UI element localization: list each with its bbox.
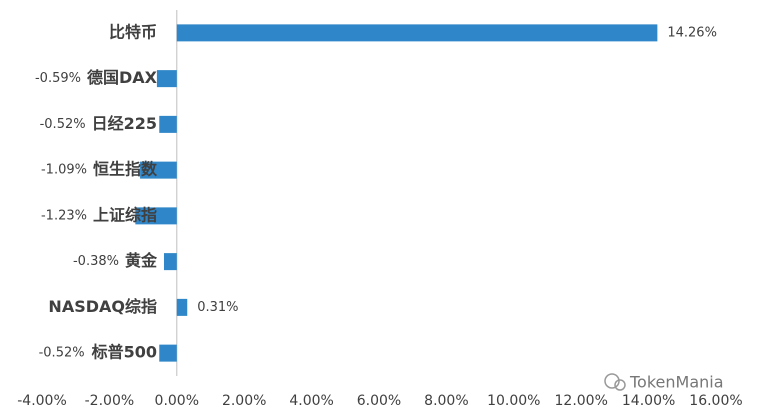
category-label: 日经225 (92, 114, 157, 133)
watermark-icon (604, 373, 620, 389)
bar (163, 253, 177, 271)
x-tick-label: 10.00% (487, 393, 540, 409)
bar (159, 115, 177, 133)
watermark: TokenMania (604, 373, 724, 392)
category-label: 比特币 (109, 22, 157, 41)
value-label: -1.23% (41, 208, 87, 223)
x-tick-label: 4.00% (289, 393, 333, 409)
value-label: -0.52% (39, 346, 85, 361)
x-tick-label: 2.00% (222, 393, 266, 409)
category-label: 黄金 (125, 251, 158, 270)
x-tick-label: 12.00% (555, 393, 608, 409)
x-tick-label: -4.00% (17, 393, 67, 409)
x-tick-label: 8.00% (424, 393, 468, 409)
bar (159, 344, 177, 362)
category-label: NASDAQ综指 (48, 297, 157, 316)
category-label: 德国DAX (87, 68, 158, 87)
value-label: 14.26% (667, 25, 717, 40)
category-label: 标普500 (91, 343, 157, 362)
bar (176, 298, 188, 316)
value-label: -0.52% (40, 117, 86, 132)
value-label: -1.09% (41, 163, 87, 178)
category-label: 恒生指数 (93, 160, 158, 179)
x-tick-label: 14.00% (622, 393, 675, 409)
bar (176, 24, 658, 42)
bar (135, 207, 177, 225)
x-tick-label: 6.00% (357, 393, 401, 409)
value-label: 0.31% (197, 300, 238, 315)
bar (140, 161, 177, 179)
watermark-text: TokenMania (629, 373, 724, 392)
x-tick-label: 0.00% (155, 393, 199, 409)
watermark-icon (614, 379, 626, 391)
bar (156, 70, 177, 88)
value-label: -0.59% (35, 71, 81, 86)
value-label: -0.38% (73, 254, 119, 269)
x-tick-label: 16.00% (689, 393, 742, 409)
category-label: 上证综指 (93, 205, 157, 224)
x-tick-label: -2.00% (85, 393, 135, 409)
